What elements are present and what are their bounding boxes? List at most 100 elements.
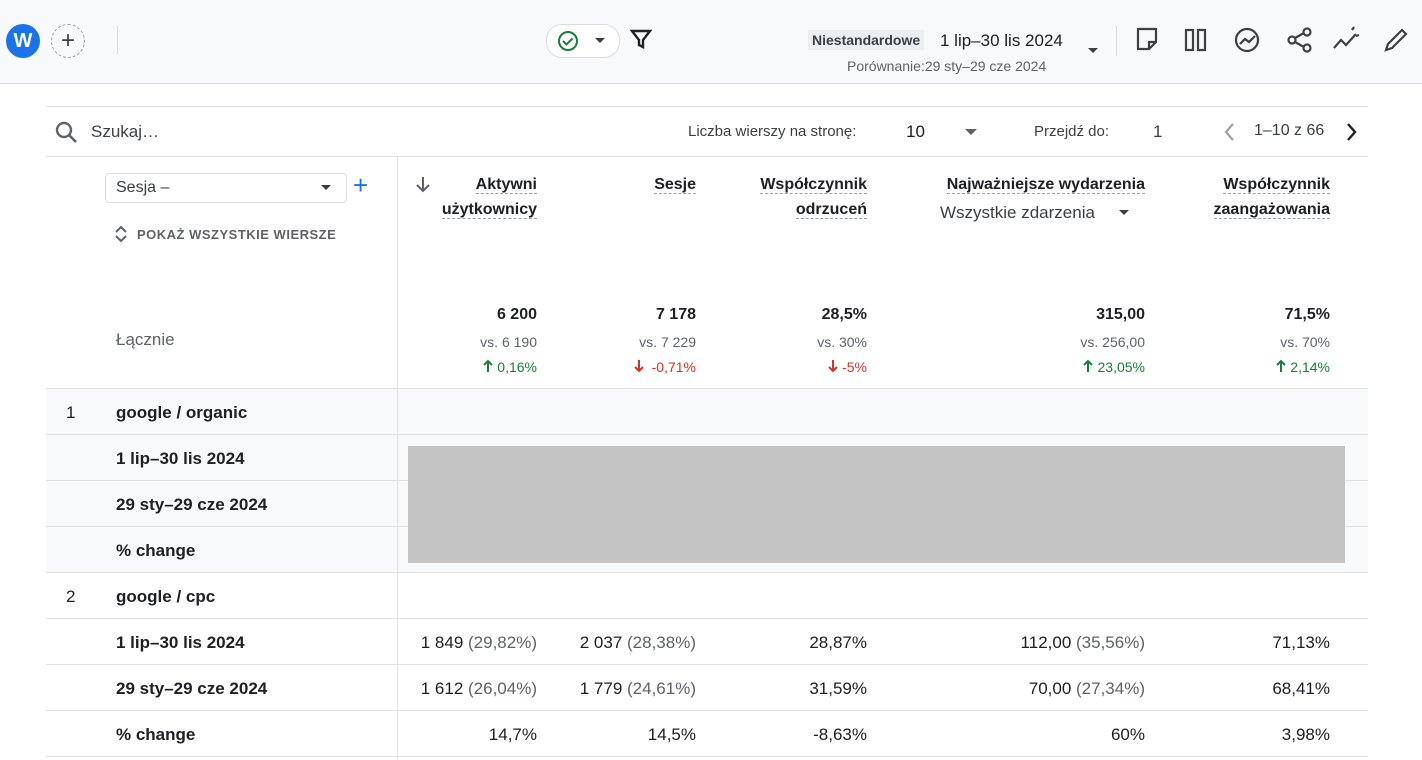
subrow-label: % change	[116, 725, 196, 744]
total-value: 315,00	[1096, 306, 1145, 323]
row-index: 1	[66, 403, 76, 422]
rule	[46, 618, 1368, 619]
avatar[interactable]: W	[6, 24, 40, 58]
cell-share: (28,38%)	[627, 633, 696, 652]
cell-value: 1 849	[420, 633, 464, 652]
top-bar: W + Niestandardowe 1 lip–30 lis 2024 Por…	[0, 0, 1422, 84]
date-range[interactable]: 1 lip–30 lis 2024	[940, 31, 1063, 50]
rows-per-page-label: Liczba wierszy na stronę:	[688, 123, 857, 140]
status-chip[interactable]	[546, 24, 620, 58]
cell-share: (24,61%)	[627, 679, 696, 698]
row-group-bg	[46, 573, 1368, 757]
cell: 70,00 (27,34%)	[1029, 679, 1145, 699]
cell: 14,5%	[648, 725, 696, 745]
rows-per-page[interactable]: 10	[906, 122, 925, 141]
cell: 1 779 (24,61%)	[580, 679, 696, 699]
cell-value: 14,5%	[647, 725, 696, 744]
cell-value: 14,7%	[488, 725, 537, 744]
column-header-text: Współczynnik zaangażowania	[1213, 176, 1330, 219]
arrow-icon	[634, 360, 645, 373]
rule	[46, 756, 1368, 757]
cell: 1 849 (29,82%)	[421, 633, 537, 653]
divider	[117, 26, 118, 54]
expand-icon	[115, 225, 127, 243]
cell-value: 3,98%	[1281, 725, 1330, 744]
subrow-label: 1 lip–30 lis 2024	[116, 449, 245, 468]
filter-icon[interactable]	[630, 28, 652, 50]
rule	[46, 710, 1368, 711]
search-input[interactable]: Szukaj…	[91, 122, 160, 141]
subrow-label: 29 sty–29 cze 2024	[116, 679, 268, 698]
cell-share: (35,56%)	[1076, 633, 1145, 652]
total-compare: vs. 30%	[817, 334, 867, 350]
toolbar-icons[interactable]	[1130, 24, 1410, 56]
column-header[interactable]: Współczynnik odrzuceń	[737, 172, 867, 222]
sort-icon[interactable]	[414, 175, 432, 195]
change-arrow	[634, 359, 645, 378]
column-divider	[397, 157, 398, 760]
cell: 112,00 (35,56%)	[1021, 633, 1145, 653]
cell: 60%	[1111, 725, 1145, 745]
rule	[46, 388, 1368, 389]
cell-value: 60%	[1110, 725, 1145, 744]
column-header[interactable]: Aktywni użytkownicy	[407, 172, 537, 222]
total-compare: vs. 7 229	[639, 334, 696, 350]
cell: 68,41%	[1272, 679, 1330, 699]
add-dimension[interactable]: +	[353, 170, 369, 200]
column-header-text: Sesje	[654, 176, 696, 194]
events-filter[interactable]: Wszystkie zdarzenia	[940, 203, 1095, 222]
arrow-icon	[483, 359, 493, 372]
goto-input[interactable]: 1	[1153, 122, 1163, 141]
cell-value: 31,59%	[809, 679, 867, 698]
cell: 31,59%	[809, 679, 867, 699]
rule	[46, 434, 1368, 435]
column-header[interactable]: Współczynnik zaangażowania	[1180, 172, 1330, 222]
row-index: 2	[66, 587, 76, 606]
cell: 28,87%	[809, 633, 867, 653]
column-header-text: Najważniejsze wydarzenia	[946, 176, 1145, 194]
subrow-label: 29 sty–29 cze 2024	[116, 495, 268, 514]
cell-value: 28,87%	[809, 633, 867, 652]
dimension-dropdown	[321, 185, 331, 190]
arrow-icon	[1083, 359, 1094, 372]
cell-value: 71,13%	[1272, 633, 1330, 652]
status-icon	[558, 31, 605, 51]
cell-share: (29,82%)	[468, 633, 537, 652]
dropdown-icon	[1119, 210, 1129, 215]
arrow-icon	[828, 360, 838, 373]
arrow-icon	[1276, 359, 1286, 372]
row-label: google / cpc	[116, 587, 216, 606]
total-value: 71,5%	[1284, 306, 1330, 323]
redacted-block	[408, 446, 1345, 563]
total-compare: vs. 256,00	[1080, 334, 1145, 350]
column-header[interactable]: Najważniejsze wydarzenia	[885, 172, 1145, 197]
cell: 71,13%	[1272, 633, 1330, 653]
column-header-text: Współczynnik odrzuceń	[760, 176, 867, 219]
cell-value: 70,00	[1028, 679, 1072, 698]
rule	[46, 572, 1368, 573]
change-arrow	[828, 359, 838, 378]
total-change: 0,16%	[497, 359, 537, 375]
total-value: 7 178	[655, 306, 696, 323]
search-icon	[55, 121, 77, 143]
cell-value: 2 037	[579, 633, 623, 652]
rows-dropdown[interactable]	[964, 127, 978, 137]
dimension-select[interactable]: Sesja –	[105, 173, 347, 203]
total-change: -0,71%	[651, 359, 696, 375]
total-change: 2,14%	[1290, 359, 1330, 375]
cell-share: (26,04%)	[468, 679, 537, 698]
cell-value: 112,00	[1020, 633, 1072, 652]
cell: 2 037 (28,38%)	[580, 633, 696, 653]
cell: 14,7%	[489, 725, 537, 745]
total-change: 23,05%	[1097, 359, 1145, 375]
cell-share: (27,34%)	[1076, 679, 1145, 698]
total-compare: vs. 6 190	[480, 334, 537, 350]
pager-arrows[interactable]	[1220, 120, 1370, 144]
add-button[interactable]: +	[51, 24, 85, 58]
date-dropdown[interactable]	[1086, 46, 1100, 56]
totals-label: Łącznie	[116, 330, 175, 349]
rule	[46, 156, 1368, 157]
show-all-rows[interactable]: POKAŻ WSZYSTKIE WIERSZE	[137, 227, 337, 242]
column-header[interactable]: Sesje	[576, 172, 696, 197]
